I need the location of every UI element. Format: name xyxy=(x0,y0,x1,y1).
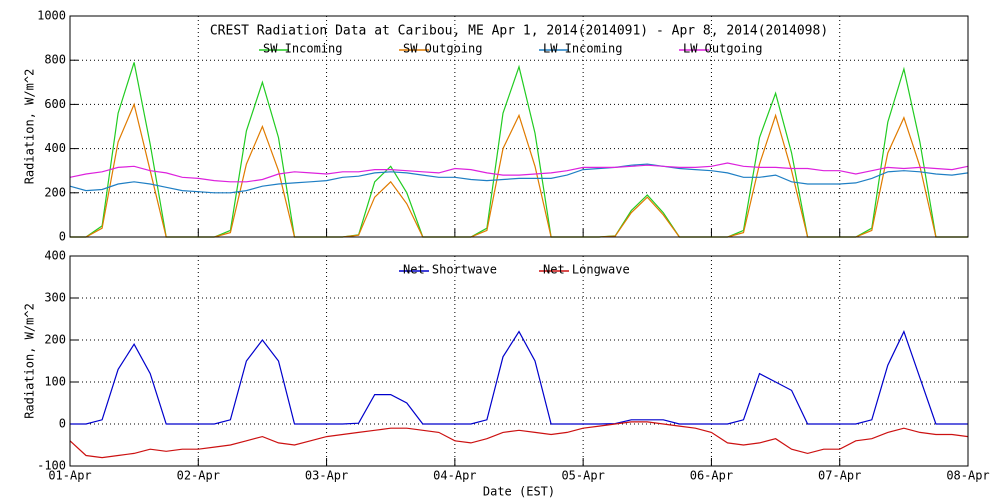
series-line xyxy=(69,162,969,183)
plot-frame xyxy=(69,15,969,238)
legend-label: SW Incoming xyxy=(263,42,342,56)
x-tick-label: 07-Apr xyxy=(818,469,861,483)
legend-label: LW Incoming xyxy=(543,42,622,56)
chart-title: CREST Radiation Data at Caribou, ME Apr … xyxy=(210,24,828,39)
x-tick-label: 04-Apr xyxy=(433,469,476,483)
series-line xyxy=(69,163,969,194)
x-tick-label: 05-Apr xyxy=(561,469,604,483)
plot-frame xyxy=(69,255,969,467)
y-tick-label: 200 xyxy=(44,333,66,347)
y-tick-label: 800 xyxy=(44,53,66,67)
legend-label: SW Outgoing xyxy=(403,42,482,56)
y-tick-label: 400 xyxy=(44,249,66,263)
x-tick-label: 01-Apr xyxy=(48,469,91,483)
y-tick-label: 300 xyxy=(44,291,66,305)
y-tick-label: 0 xyxy=(59,417,66,431)
series-line xyxy=(70,330,968,425)
x-tick-label: 06-Apr xyxy=(690,469,733,483)
y-tick-label: 1000 xyxy=(37,9,66,23)
series-line xyxy=(69,421,969,459)
x-axis-label: Date (EST) xyxy=(483,485,555,499)
y-tick-label: -100 xyxy=(37,459,66,473)
legend-label: Net Shortwave xyxy=(403,263,497,277)
x-tick-label: 03-Apr xyxy=(305,469,348,483)
x-tick-label: 02-Apr xyxy=(177,469,220,483)
y-tick-label: 200 xyxy=(44,185,66,199)
y-tick-label: 600 xyxy=(44,97,66,111)
y-axis-label: Radiation, W/m^2 xyxy=(23,69,37,185)
y-tick-label: 100 xyxy=(44,375,66,389)
x-tick-label: 08-Apr xyxy=(946,469,989,483)
series-line xyxy=(70,62,968,238)
legend-label: Net Longwave xyxy=(543,263,630,277)
y-tick-label: 0 xyxy=(59,230,66,244)
legend-label: LW Outgoing xyxy=(683,42,762,56)
y-axis-label: Radiation, W/m^2 xyxy=(23,303,37,419)
y-tick-label: 400 xyxy=(44,141,66,155)
